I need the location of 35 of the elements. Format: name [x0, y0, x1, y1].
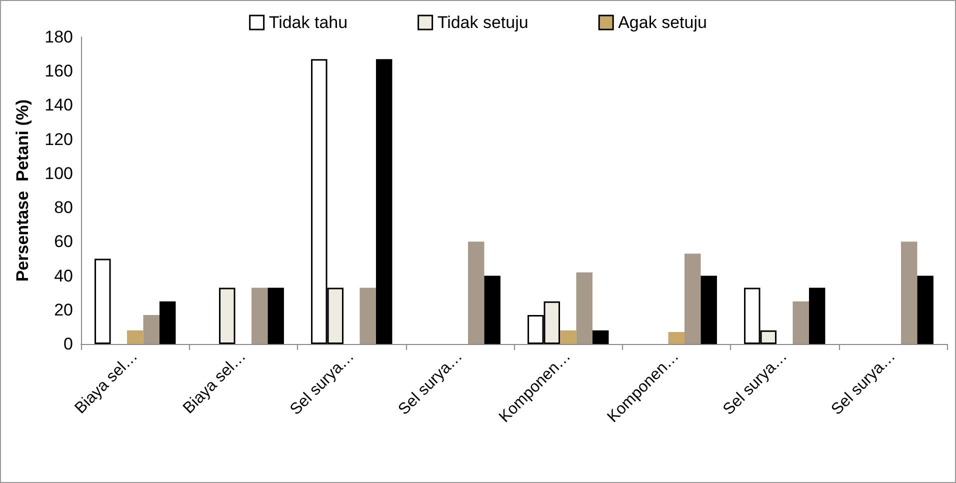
bar — [560, 330, 576, 344]
y-tick-label: 100 — [44, 164, 73, 183]
bar — [917, 276, 934, 344]
y-tick-label: 0 — [64, 334, 73, 354]
bar — [268, 288, 284, 344]
bar — [684, 254, 701, 344]
bar — [576, 272, 592, 344]
y-tick-label: 40 — [54, 266, 73, 286]
y-tick-label: 140 — [44, 96, 73, 115]
bar — [127, 330, 144, 344]
y-tick-label: 180 — [44, 28, 73, 46]
bar — [143, 315, 160, 344]
y-tick-label: 120 — [44, 130, 73, 149]
y-tick-label: 160 — [44, 62, 73, 81]
bar — [792, 301, 809, 344]
y-tick-label: 20 — [54, 300, 73, 320]
bar — [251, 288, 268, 344]
y-axis-title: Persentase Petani (%) — [13, 99, 32, 282]
bar — [484, 276, 500, 344]
legend-label: Agak setuju — [618, 13, 707, 32]
y-tick-label: 80 — [54, 198, 73, 218]
bar — [668, 332, 684, 344]
y-tick-label: 60 — [54, 232, 73, 252]
bar — [808, 288, 826, 344]
bar — [592, 330, 609, 344]
bar — [360, 288, 376, 344]
bar — [468, 242, 484, 344]
bar — [159, 301, 176, 344]
legend-label: Tidak tahu — [268, 13, 348, 32]
bar — [700, 276, 717, 344]
bar — [219, 288, 236, 344]
bar — [376, 59, 392, 344]
bar — [94, 258, 111, 344]
legend-label: Tidak setuju — [437, 13, 528, 32]
bar — [900, 242, 918, 344]
